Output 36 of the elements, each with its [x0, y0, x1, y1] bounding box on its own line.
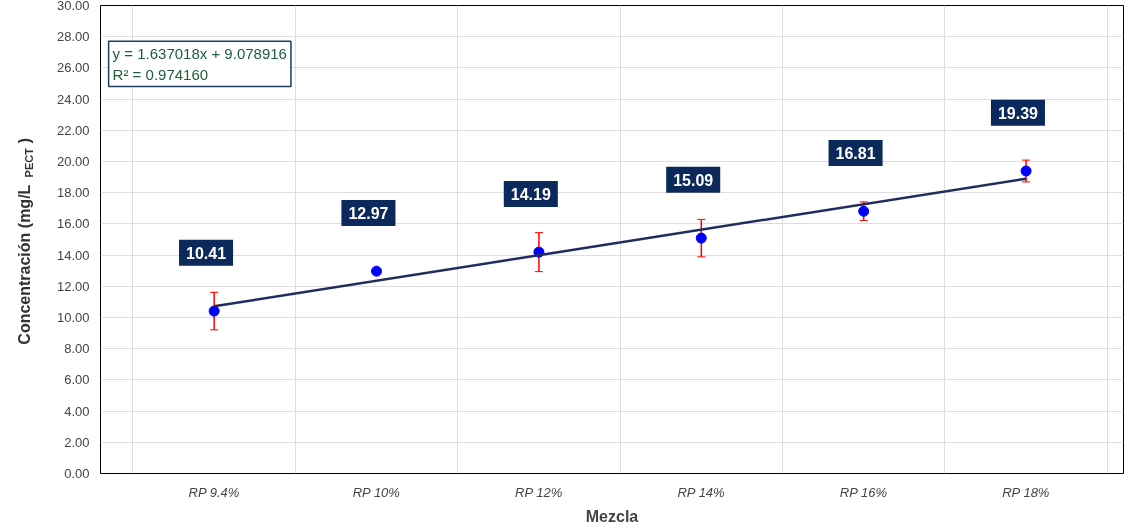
x-tick-label: RP 12%: [515, 484, 563, 500]
y-tick-label: 22.00: [56, 122, 90, 138]
y-tick-label: 14.00: [56, 247, 90, 263]
point: [371, 265, 383, 277]
y-tick-label: 6.00: [64, 372, 90, 388]
annotation: y = 1.637018x + 9.078916 R² = 0.974160: [112, 45, 287, 83]
x-tick-label: RP 10%: [352, 484, 400, 500]
point: [858, 205, 870, 217]
y-tick-label: 8.00: [64, 341, 90, 357]
y-tick-label: 18.00: [56, 185, 90, 201]
y-tick-label: 16.00: [56, 216, 90, 232]
data-label: 15.09: [673, 171, 714, 189]
data-label: 19.39: [997, 104, 1039, 122]
data-label: 14.19: [510, 185, 551, 203]
y-tick-label: 24.00: [56, 91, 90, 107]
y-tick-label: 12.00: [56, 278, 90, 294]
y-tick-label: 0.00: [64, 466, 90, 481]
x-tick-label: RP 14%: [677, 484, 725, 500]
point: [208, 305, 220, 317]
point: [1020, 165, 1032, 177]
x-axis-title: Mezcla: [585, 507, 639, 525]
y-tick-label: 10.00: [56, 310, 90, 325]
y-tick-label: 26.00: [56, 60, 90, 76]
x-tick-label: RP 18%: [1002, 484, 1050, 500]
data-label: 12.97: [348, 204, 389, 222]
y-tick-label: 4.00: [64, 403, 90, 419]
data-label: 10.41: [186, 244, 227, 262]
y-axis-title: Concentración (mg/LPECT): [16, 137, 35, 345]
x-tick-label: RP 16%: [839, 484, 888, 500]
data-label: 16.81: [835, 145, 876, 163]
y-tick-label: 28.00: [56, 29, 90, 45]
y-tick-label: 20.00: [56, 154, 90, 169]
y-tick-label: 30.00: [56, 0, 90, 13]
y-tick-label: 2.00: [64, 434, 90, 450]
x-tick-label: RP 9.4%: [188, 484, 240, 500]
point: [695, 232, 707, 244]
